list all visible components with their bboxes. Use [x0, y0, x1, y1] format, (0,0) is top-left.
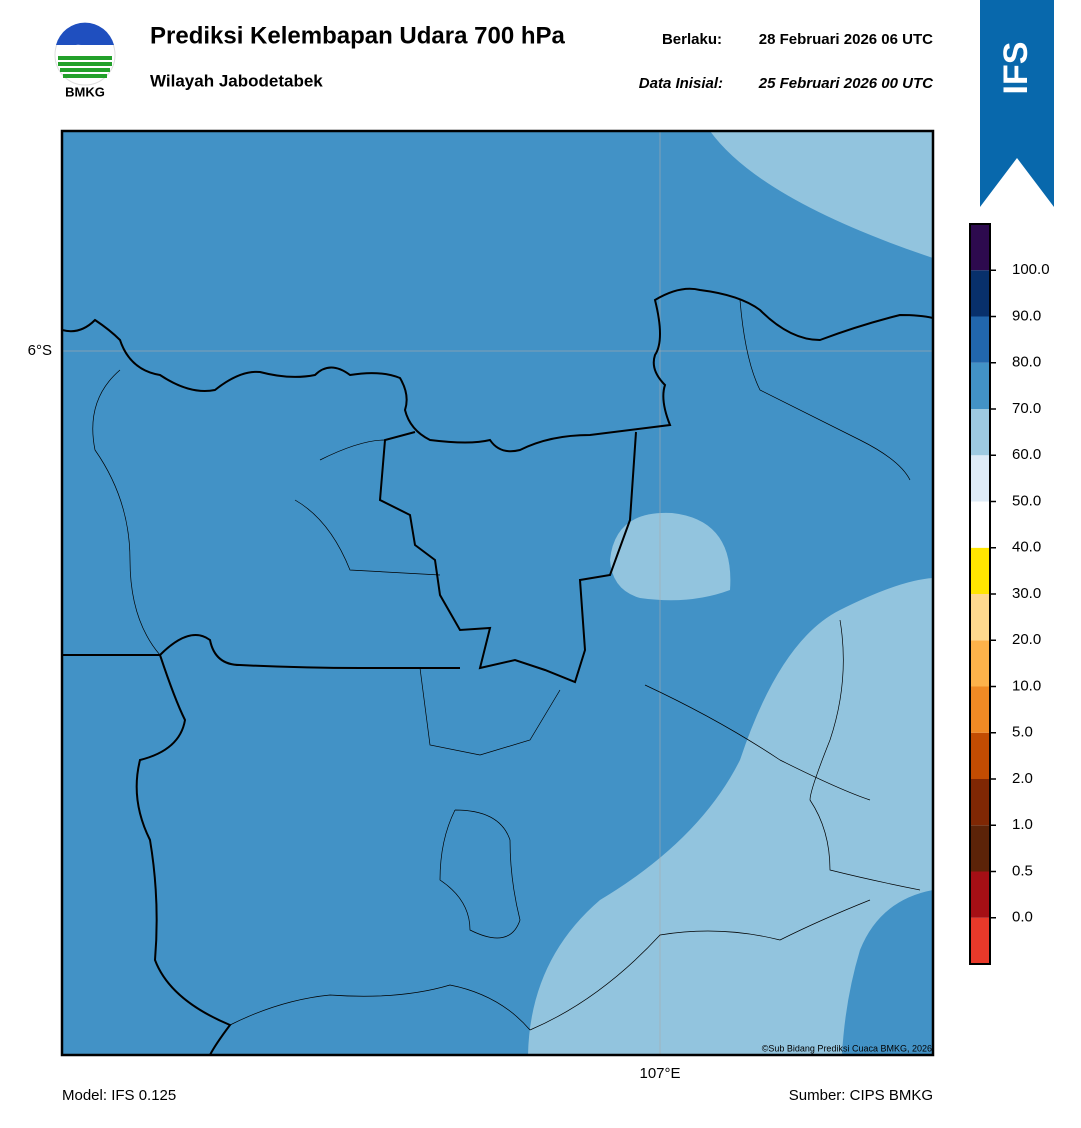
colorbar-label: 90.0: [1012, 307, 1041, 324]
init-label: Data Inisial:: [639, 75, 723, 92]
colorbar-segment: [970, 779, 990, 826]
colorbar-segment: [970, 224, 990, 271]
colorbar-label: 30.0: [1012, 585, 1041, 602]
colorbar-label: 0.0: [1012, 909, 1033, 926]
colorbar-segment: [970, 825, 990, 872]
coastline: [62, 287, 933, 453]
humidity-zone: [610, 512, 731, 601]
colorbar-segment: [970, 547, 990, 594]
humidity-zone: [710, 131, 933, 258]
lon-label: 107°E: [639, 1065, 680, 1082]
colorbar-label: 70.0: [1012, 400, 1041, 417]
colorbar-label: 0.5: [1012, 862, 1033, 879]
badge-text: IFS: [997, 42, 1035, 95]
colorbar-segment: [970, 732, 990, 779]
colorbar-segment: [970, 316, 990, 363]
colorbar-label: 2.0: [1012, 770, 1033, 787]
humidity-zone: [528, 578, 933, 1055]
map: 6°S 107°E ©Sub Bidang Prediksi Cuaca BMK…: [28, 129, 935, 1082]
colorbar-label: 40.0: [1012, 539, 1041, 556]
logo-text: BMKG: [65, 84, 105, 99]
coastline: [62, 431, 637, 1055]
colorbar-segment: [970, 501, 990, 548]
colorbar-label: 60.0: [1012, 446, 1041, 463]
colorbar-segment: [970, 455, 990, 502]
colorbar-label: 1.0: [1012, 816, 1033, 833]
colorbar-label: 10.0: [1012, 677, 1041, 694]
colorbar-label: 100.0: [1012, 261, 1050, 278]
init-time: 25 Februari 2026 00 UTC: [758, 75, 934, 92]
colorbar-segment: [970, 362, 990, 409]
valid-label: Berlaku:: [662, 31, 722, 48]
colorbar-segment: [970, 917, 990, 964]
colorbar: 0.0 0.5 1.0 2.0 5.0 10.0 20.0 30.0 40.0 50.0 60.0 7…: [969, 223, 1050, 965]
footer-model: Model: IFS 0.125: [62, 1087, 176, 1104]
credit: ©Sub Bidang Prediksi Cuaca BMKG, 2026: [762, 1043, 932, 1053]
colorbar-label: 5.0: [1012, 724, 1033, 741]
colorbar-label: 20.0: [1012, 631, 1041, 648]
map-frame: [60, 129, 935, 1057]
colorbar-label: 80.0: [1012, 354, 1041, 371]
valid-time: 28 Februari 2026 06 UTC: [759, 31, 933, 48]
badge: IFS: [980, 0, 1054, 207]
colorbar-segment: [970, 686, 990, 733]
colorbar-segment: [970, 594, 990, 641]
footer-source: Sumber: CIPS BMKG: [789, 1087, 933, 1104]
logo: BMKG: [54, 22, 116, 99]
subtitle: Wilayah Jabodetabek: [150, 71, 323, 90]
colorbar-segment: [970, 270, 990, 317]
admin-border: [92, 299, 921, 1031]
colorbar-segment: [970, 871, 990, 918]
title: Prediksi Kelembapan Udara 700 hPa: [150, 22, 566, 49]
colorbar-segment: [970, 409, 990, 456]
lat-label: 6°S: [28, 342, 52, 359]
colorbar-segment: [970, 640, 990, 687]
colorbar-label: 50.0: [1012, 492, 1041, 509]
